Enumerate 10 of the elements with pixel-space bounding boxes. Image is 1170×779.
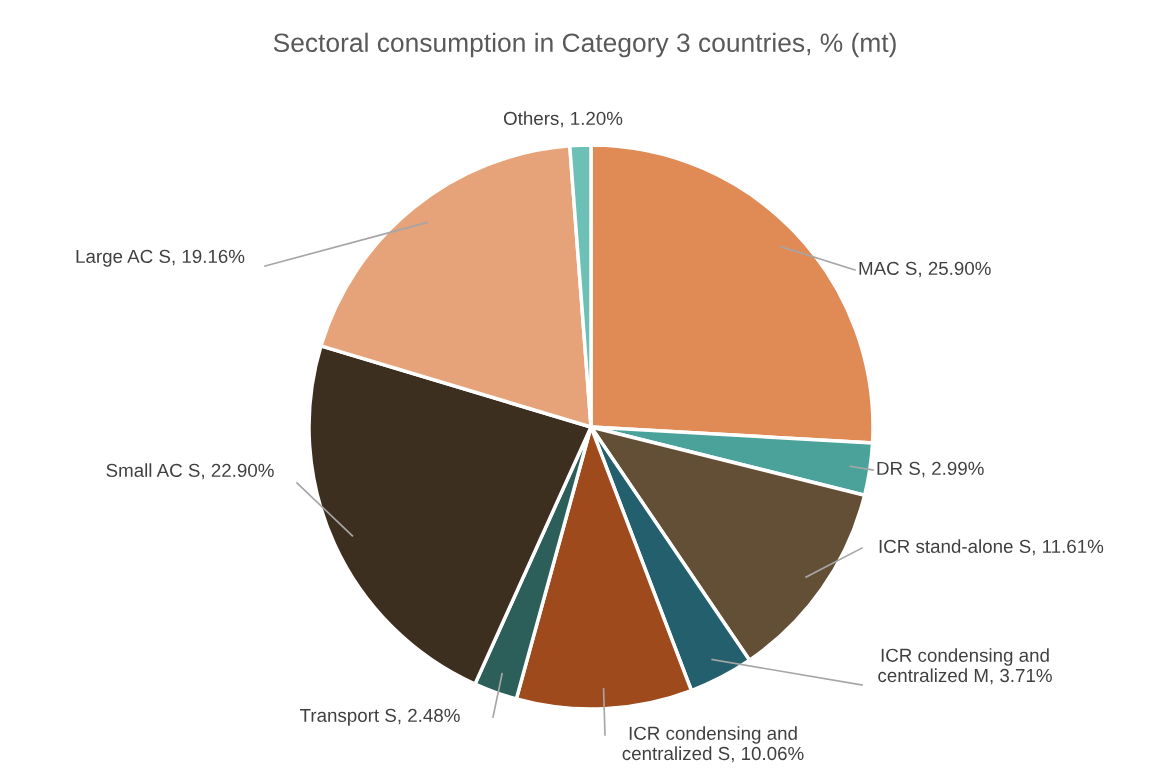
slice-label: ICR condensing and centralized M, 3.71% xyxy=(878,648,1052,685)
slice-label: Small AC S, 22.90% xyxy=(106,463,274,480)
slice-label: Transport S, 2.48% xyxy=(300,708,460,726)
chart-title: Sectoral consumption in Category 3 countries, % (mt) xyxy=(273,32,896,58)
slice-label: ICR condensing and centralized S, 10.06% xyxy=(622,726,804,763)
slice-label: DR S, 2.99% xyxy=(877,461,984,478)
slice-label: Large AC S, 19.16% xyxy=(76,249,245,267)
slice-label: Others, 1.20% xyxy=(503,111,623,128)
slice-label: ICR stand-alone S, 11.61% xyxy=(879,539,1104,556)
slice-label: MAC S, 25.90% xyxy=(859,261,991,278)
